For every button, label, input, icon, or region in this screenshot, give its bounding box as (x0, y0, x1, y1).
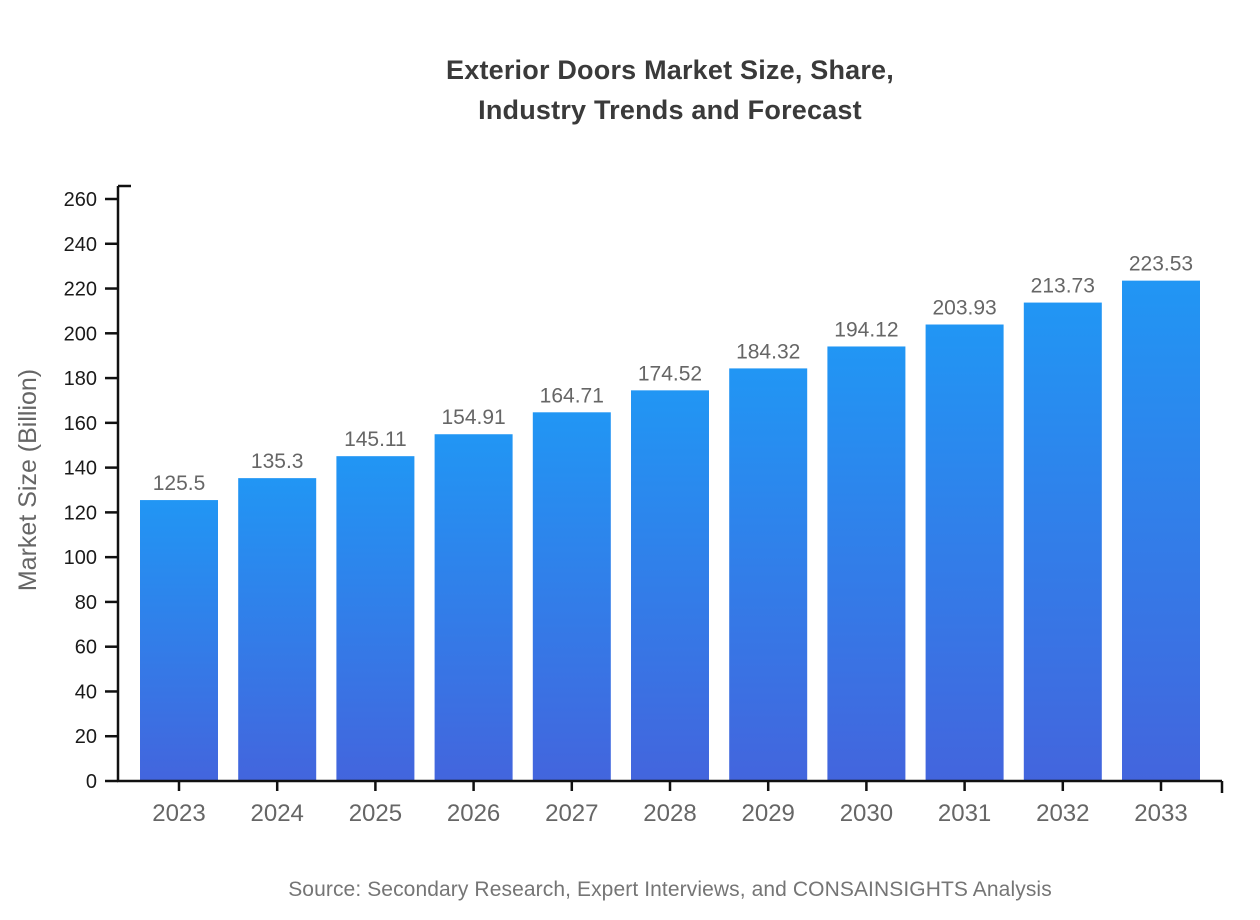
x-tick-label: 2026 (447, 800, 500, 827)
y-tick-label: 20 (75, 726, 97, 748)
x-tick-label: 2031 (938, 800, 991, 827)
y-tick-label: 80 (75, 592, 97, 614)
bar (925, 324, 1004, 781)
y-tick-label: 180 (64, 368, 97, 390)
bar-value-label: 125.5 (153, 472, 206, 495)
x-tick-label: 2032 (1036, 800, 1089, 827)
y-tick-label: 240 (64, 234, 97, 256)
y-tick-label: 200 (64, 323, 97, 345)
bar-chart: 0 20 40 60 80 100 120 140 160 180 200 220 240 260 125.… (14, 184, 1224, 827)
bar-value-label: 213.73 (1031, 275, 1095, 298)
y-tick-label: 40 (75, 681, 97, 703)
bar (827, 346, 906, 781)
bar (140, 500, 218, 781)
y-tick-label: 260 (64, 189, 97, 211)
bar (336, 456, 415, 781)
chart-title: Exterior Doors Market Size, Share, Indus… (446, 55, 894, 125)
y-tick-label: 60 (75, 637, 97, 659)
bar (631, 390, 709, 781)
x-tick-label: 2029 (742, 800, 795, 827)
y-axis-title: Market Size (Billion) (14, 369, 42, 591)
bar-value-label: 223.53 (1129, 253, 1193, 276)
y-tick-label: 220 (64, 279, 97, 301)
bar-value-label: 174.52 (638, 362, 702, 385)
bar (729, 368, 808, 781)
x-tick-label: 2024 (251, 800, 304, 827)
bar (434, 434, 513, 781)
bar-value-label: 164.71 (540, 384, 604, 407)
source-caption: Source: Secondary Research, Expert Inter… (288, 878, 1052, 901)
y-tick-label: 0 (86, 771, 97, 793)
x-tick-label: 2033 (1134, 800, 1187, 827)
bar-value-label: 145.11 (344, 428, 407, 451)
bar (1122, 280, 1200, 781)
y-tick-label: 160 (64, 413, 97, 435)
x-tick-label: 2027 (545, 800, 598, 827)
y-tick-label: 120 (64, 502, 97, 524)
x-tick-label: 2030 (840, 800, 893, 827)
x-tick-label: 2025 (349, 800, 402, 827)
y-tick-label: 100 (64, 547, 97, 569)
bar-value-label: 194.12 (834, 318, 898, 341)
bar (532, 412, 611, 781)
bar-value-label: 203.93 (932, 297, 996, 320)
y-tick-label: 140 (64, 458, 97, 480)
bar (238, 478, 317, 781)
bar-value-label: 184.32 (736, 340, 800, 363)
x-tick-label: 2023 (152, 800, 205, 827)
x-tick-label: 2028 (643, 800, 696, 827)
bar-value-label: 154.91 (441, 406, 505, 429)
bar-value-label: 135.3 (251, 450, 304, 473)
bar (1023, 302, 1102, 781)
